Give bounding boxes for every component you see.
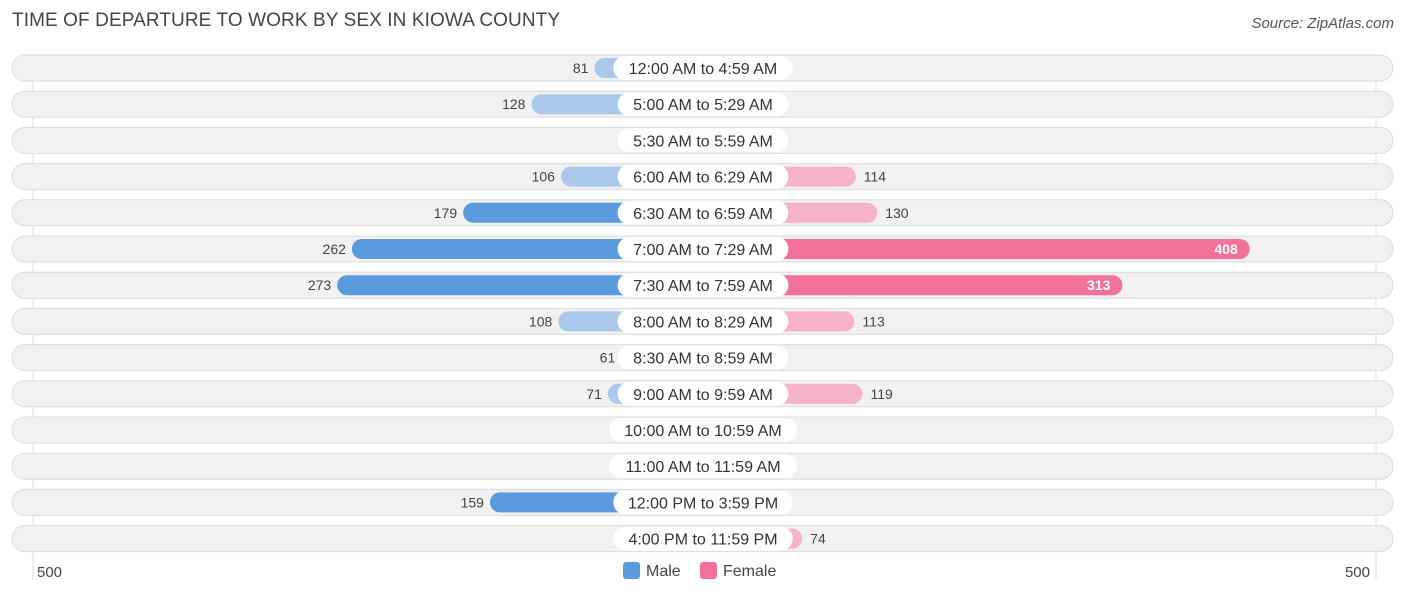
category-label: 5:30 AM to 5:59 AM xyxy=(633,133,773,150)
axis-left-label: 500 xyxy=(37,564,62,581)
category-pill xyxy=(609,454,797,479)
category-pill xyxy=(617,381,789,406)
category-pill xyxy=(617,128,789,153)
category-pill xyxy=(613,526,793,551)
male-value-label: 61 xyxy=(600,350,616,366)
female-value-label: 114 xyxy=(864,169,887,185)
legend-female-label: Female xyxy=(723,563,776,580)
male-value-label: 108 xyxy=(529,313,553,329)
male-value-label: 273 xyxy=(308,277,332,293)
category-label: 7:00 AM to 7:29 AM xyxy=(633,242,773,259)
chart-source: Source: ZipAtlas.com xyxy=(1251,15,1394,32)
category-pill xyxy=(617,200,789,225)
female-value-label: 74 xyxy=(810,531,826,547)
category-pill xyxy=(617,309,789,334)
category-label: 8:00 AM to 8:29 AM xyxy=(633,314,773,331)
female-bar xyxy=(703,275,1123,296)
female-value-label: 408 xyxy=(1214,241,1238,257)
category-label: 10:00 AM to 10:59 AM xyxy=(624,423,781,440)
male-bar xyxy=(337,275,703,296)
category-pill xyxy=(617,164,789,189)
category-label: 11:00 AM to 11:59 AM xyxy=(625,459,780,476)
category-pill xyxy=(613,56,793,80)
category-label: 12:00 PM to 3:59 PM xyxy=(628,495,778,512)
category-pill xyxy=(617,273,789,298)
category-label: 8:30 AM to 8:59 AM xyxy=(633,351,773,368)
category-label: 9:00 AM to 9:59 AM xyxy=(633,387,773,404)
category-pill xyxy=(609,418,797,442)
male-value-label: 106 xyxy=(532,169,556,185)
female-value-label: 119 xyxy=(870,386,893,402)
category-label: 7:30 AM to 7:59 AM xyxy=(633,278,773,295)
category-label: 6:30 AM to 6:59 AM xyxy=(633,206,773,223)
category-label: 5:00 AM to 5:29 AM xyxy=(633,97,773,114)
category-label: 6:00 AM to 6:29 AM xyxy=(633,170,773,187)
female-bar xyxy=(703,239,1250,259)
male-value-label: 159 xyxy=(461,494,485,510)
male-value-label: 179 xyxy=(434,205,458,221)
category-label: 4:00 PM to 11:59 PM xyxy=(628,532,777,549)
category-label: 12:00 AM to 4:59 AM xyxy=(629,61,778,78)
category-pill xyxy=(617,92,789,117)
legend-male-swatch xyxy=(623,562,640,579)
female-value-label: 113 xyxy=(862,313,885,329)
category-pill xyxy=(617,345,789,370)
female-value-label: 130 xyxy=(885,205,909,221)
male-bar xyxy=(351,239,703,259)
category-pill xyxy=(617,237,789,261)
male-value-label: 128 xyxy=(502,96,526,112)
legend-male-label: Male xyxy=(646,563,681,580)
male-value-label: 262 xyxy=(323,241,347,257)
female-value-label: 313 xyxy=(1087,277,1111,293)
male-value-label: 81 xyxy=(573,60,589,76)
axis-right-label: 500 xyxy=(1345,564,1370,581)
chart-title: TIME OF DEPARTURE TO WORK BY SEX IN KIOW… xyxy=(12,10,561,31)
male-value-label: 71 xyxy=(586,386,602,402)
legend-female-swatch xyxy=(700,562,717,579)
category-pill xyxy=(613,490,793,515)
